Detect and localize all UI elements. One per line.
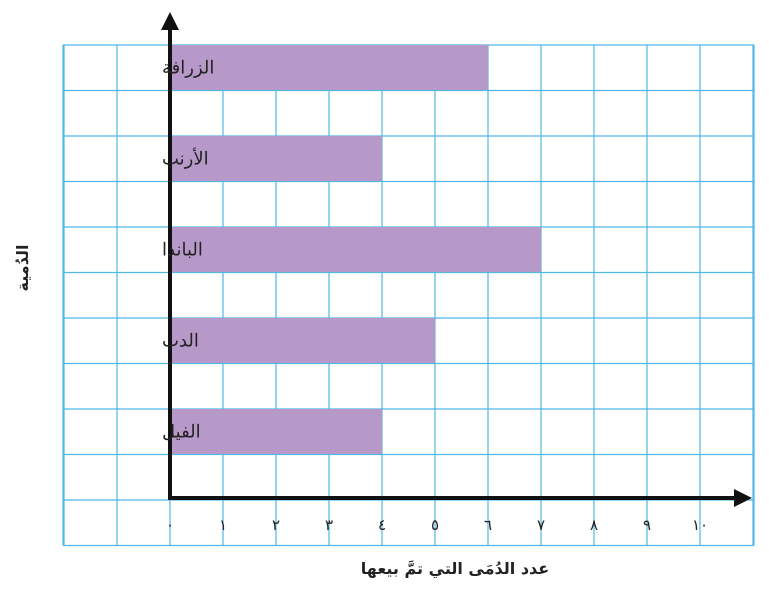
category-label: الفيل bbox=[162, 422, 201, 443]
category-label: الأرنب bbox=[162, 147, 209, 170]
y-axis-title: الدُمية bbox=[13, 245, 32, 292]
bar bbox=[170, 136, 382, 181]
x-tick-label: ٩ bbox=[643, 516, 651, 534]
bar bbox=[170, 409, 382, 454]
category-label: الزرافة bbox=[162, 58, 214, 79]
category-label: الباندا bbox=[162, 240, 203, 261]
bar bbox=[170, 45, 488, 90]
x-tick-labels: ٠ ١ ٢ ٣ ٤ ٥ ٦ ٧ ٨ ٩ ١٠ bbox=[166, 516, 708, 534]
grid bbox=[62, 44, 755, 547]
x-tick-label: ٤ bbox=[378, 516, 386, 534]
bars bbox=[170, 45, 541, 454]
x-tick-label: ٣ bbox=[325, 516, 333, 534]
x-tick-label: ٢ bbox=[272, 516, 280, 534]
x-axis-arrow bbox=[734, 489, 752, 507]
x-tick-label: ٠ bbox=[166, 516, 174, 534]
bar bbox=[170, 318, 435, 363]
axes bbox=[161, 12, 752, 507]
x-tick-label: ١ bbox=[219, 516, 227, 534]
x-axis-title: عدد الدُمَى التي تمَّ بيعها bbox=[361, 559, 549, 579]
x-tick-label: ٥ bbox=[431, 516, 439, 534]
y-axis-arrow bbox=[161, 12, 179, 30]
x-tick-label: ٧ bbox=[537, 516, 545, 534]
x-tick-label: ١٠ bbox=[692, 516, 708, 534]
category-label: الدب bbox=[162, 331, 199, 352]
category-labels: الزرافة الأرنب الباندا الدب الفيل bbox=[162, 58, 214, 443]
bar bbox=[170, 227, 541, 272]
x-tick-label: ٨ bbox=[590, 516, 598, 534]
x-tick-label: ٦ bbox=[484, 516, 492, 534]
